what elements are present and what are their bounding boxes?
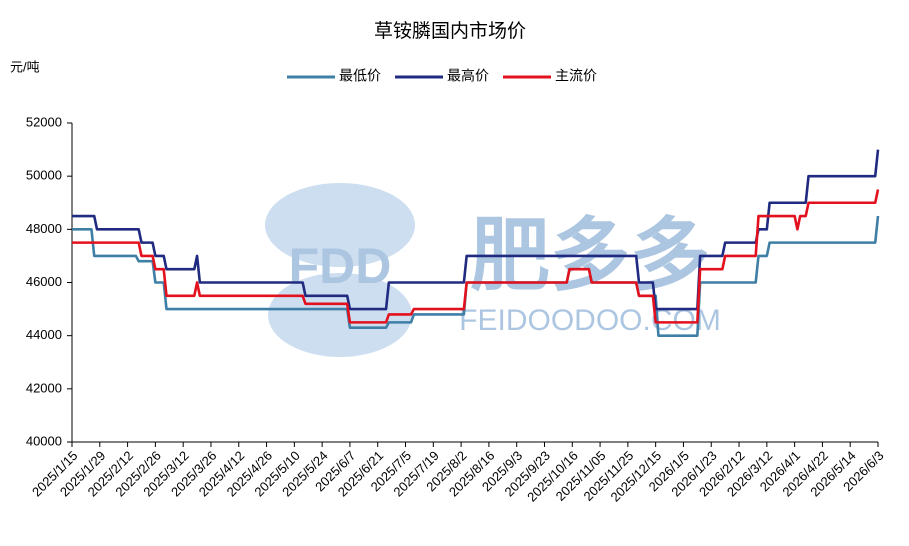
legend-label: 最高价 <box>447 68 489 84</box>
y-tick-label: 42000 <box>26 380 62 395</box>
legend-label: 最低价 <box>339 68 381 84</box>
legend: 最低价 最高价 主流价 <box>287 68 597 84</box>
legend-label: 主流价 <box>555 68 597 84</box>
y-tick-label: 52000 <box>26 114 62 129</box>
chart-title: 草铵膦国内市场价 <box>374 20 526 42</box>
y-axis-label: 元/吨 <box>10 59 40 74</box>
y-tick-label: 50000 <box>26 168 62 183</box>
y-tick-label: 44000 <box>26 327 62 342</box>
watermark: FDD 肥多多 FEIDOODOO.COM <box>265 183 721 357</box>
line <box>72 149 880 311</box>
y-tick-label: 48000 <box>26 221 62 236</box>
watermark-logo-top <box>265 183 415 267</box>
watermark-logo: FDD <box>289 238 392 294</box>
y-tick-label: 46000 <box>26 274 62 289</box>
line <box>72 189 880 324</box>
y-tick-label: 40000 <box>26 433 62 448</box>
